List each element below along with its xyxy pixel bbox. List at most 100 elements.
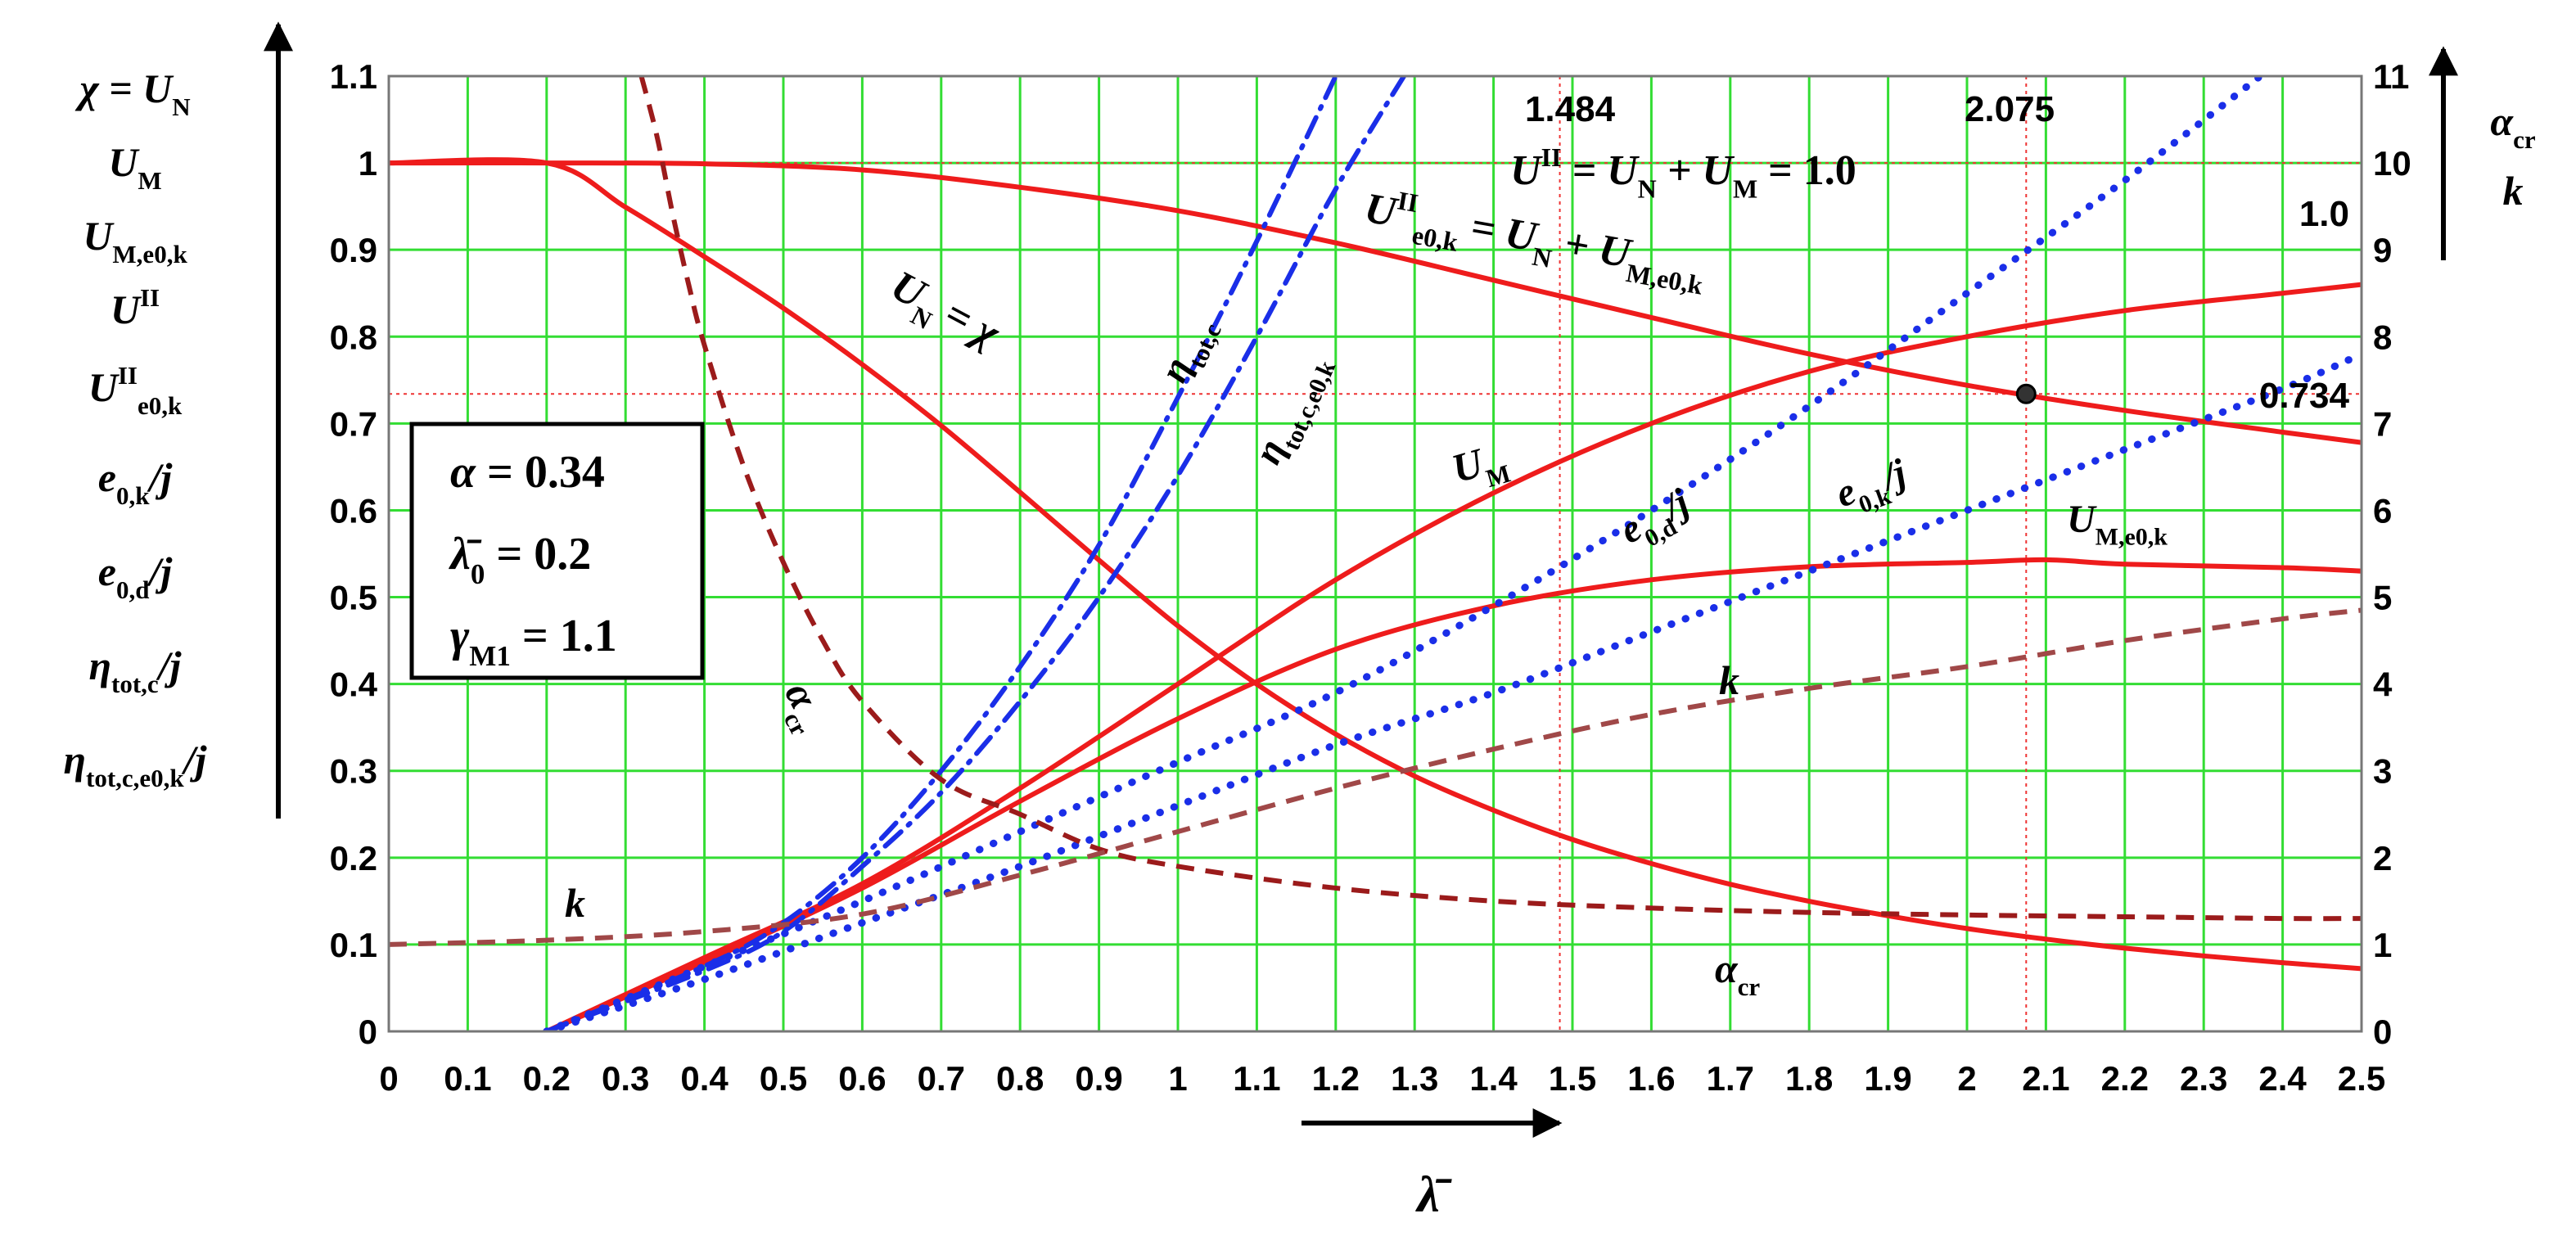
x-tick-label: 2.4	[2258, 1059, 2307, 1098]
parameter-row-part: = 0.2	[485, 529, 591, 580]
y-left-axis-label: UM,e0,k	[83, 213, 187, 268]
curve-label-part: tot,c	[1184, 320, 1227, 372]
parameter-row-part: 0	[471, 558, 485, 590]
y-left-axis-label-part: /j	[156, 643, 183, 688]
series-k	[389, 607, 2362, 947]
curve-label-part: M	[1733, 174, 1757, 204]
y-left-axis-label-part: 0,k	[116, 481, 150, 510]
reference-value-label: 1.0	[2299, 194, 2349, 234]
y-left-axis-label-part: e0,k	[138, 391, 183, 420]
x-tick-label: 2.5	[2338, 1059, 2385, 1098]
curve-label-alpha-bottom: αcr	[1715, 945, 1760, 1001]
curve-label-alpha-bottom-part: cr	[1738, 972, 1761, 1001]
series-u-ii-e0-k-u-n-u-m-e0-k	[389, 160, 2362, 445]
series--tot-c	[544, 76, 1338, 1031]
y-left-tick-label: 1.1	[330, 57, 377, 96]
parameter-row-part: = 1.1	[511, 611, 617, 661]
curve-label-k-left: k	[565, 880, 585, 926]
x-tick-label: 1.1	[1233, 1059, 1280, 1098]
parameter-box: α = 0.34 λ̄0 = 0.2 γM1 = 1.1	[409, 422, 705, 680]
y-left-axis-label-part: U	[108, 139, 140, 185]
y-left-axis-label-part: tot,c	[111, 670, 159, 698]
curve-label-part: N	[1530, 241, 1554, 273]
curve-label-part: U	[1510, 147, 1543, 194]
parameter-row-part: γ	[450, 611, 470, 661]
curve-label-part: + U	[1550, 218, 1635, 277]
y-right-tick-label: 4	[2373, 665, 2393, 704]
y-right-tick-label: 5	[2373, 579, 2392, 617]
y-left-tick-label: 1	[359, 144, 377, 183]
tick-labels: 0 0.1 0.2 0.3 0.4 0.5 0.6 0.7 0.8 0.9 1 1.1 1.2 1.3 1.…	[330, 57, 2411, 1098]
curve-label-part: tot,c,e0,k	[1278, 357, 1341, 454]
curve-label-part: k	[1719, 657, 1739, 703]
series--tot-c-e0-k	[544, 76, 1407, 1031]
y-right-tick-label: 2	[2373, 839, 2392, 877]
x-tick-label: 2	[1957, 1059, 1976, 1098]
x-tick-label: 0.4	[680, 1059, 729, 1098]
series--cr	[638, 76, 2362, 922]
parameter-box-frame	[409, 422, 705, 680]
curve-label: e0,k/j	[1830, 450, 1916, 525]
y-left-axis-label-part: χ = U	[74, 65, 174, 111]
y-left-axis-label-part: U	[111, 286, 142, 332]
curve-label-part: M,e0,k	[1624, 258, 1705, 300]
y-right-tick-label: 3	[2373, 752, 2392, 791]
y-right-tick-label: 11	[2373, 57, 2409, 96]
y-left-axis-label-part: /j	[146, 454, 173, 500]
curve-label: UII = UN + UM = 1.0	[1510, 142, 1856, 203]
parameter-row-part: M1	[469, 640, 511, 672]
y-left-tick-label: 0.4	[330, 665, 378, 704]
x-tick-label: 1.7	[1707, 1059, 1754, 1098]
y-right-axis-label-part: k	[2503, 168, 2524, 214]
y-left-tick-label: 0.1	[330, 926, 377, 964]
curve-label: ηtot,c,e0,k	[1246, 346, 1342, 474]
y-left-axis-label-part: N	[172, 92, 190, 121]
series-u-m	[544, 282, 2362, 1031]
y-right-tick-label: 0	[2373, 1013, 2392, 1051]
series-group	[389, 76, 2362, 1031]
curve-label-part: II	[1541, 142, 1562, 172]
y-left-axis-label-part: II	[118, 361, 138, 390]
y-right-tick-label: 1	[2373, 926, 2392, 964]
y-left-axis-label: χ = UN	[74, 65, 190, 121]
y-right-axis-label-part: cr	[2513, 125, 2536, 154]
series-e0-k-j	[543, 350, 2362, 1031]
y-left-tick-label: 0.9	[330, 231, 377, 269]
curve-label: e0,d/j	[1613, 480, 1701, 561]
y-right-tick-label: 10	[2373, 144, 2411, 183]
y-right-tick-label: 6	[2373, 491, 2392, 530]
curve-label: UIIe0,k = UN + UM,e0,k	[1360, 180, 1711, 300]
y-left-axis-label: UIIe0,k	[88, 361, 183, 420]
y-left-axis-label-part: tot,c,e0,k	[86, 764, 184, 792]
x-tick-label: 1.9	[1864, 1059, 1911, 1098]
y-left-axis-label-part: /j	[181, 737, 208, 783]
curve-label-k-left-part: k	[565, 880, 585, 926]
parameter-row-part: α	[450, 447, 476, 498]
curve-label: UM,e0,k	[2067, 498, 2168, 550]
x-axis-label-part: λ̄	[1414, 1167, 1452, 1223]
x-tick-label: 1.2	[1312, 1059, 1360, 1098]
y-left-tick-label: 0.8	[330, 318, 377, 356]
series-e0-d-j	[543, 76, 2267, 1031]
parameter-row: α = 0.34	[450, 447, 605, 498]
x-tick-label: 1.4	[1469, 1059, 1518, 1098]
y-left-axis-label: UII	[111, 283, 160, 332]
x-tick-label: 0.3	[602, 1059, 649, 1098]
y-left-axis-label-part: 0,d	[116, 575, 150, 604]
x-tick-label: 0.1	[444, 1059, 491, 1098]
x-tick-label: 0.8	[996, 1059, 1044, 1098]
reference-value-label: 0.734	[2259, 376, 2350, 416]
y-left-axis-label-part: e	[98, 548, 116, 594]
y-left-axis-label-part: M	[138, 166, 161, 195]
x-tick-label: 2.3	[2180, 1059, 2227, 1098]
y-right-axis-label-part: α	[2490, 98, 2514, 144]
plot-frame	[387, 74, 2363, 1033]
curve-label-part: + U	[1657, 147, 1735, 194]
y-left-tick-label: 0.7	[330, 404, 377, 443]
axes	[264, 21, 2458, 1138]
curve-label-part: M,e0,k	[2096, 523, 2168, 550]
y-left-axis-label-part: η	[89, 643, 111, 688]
